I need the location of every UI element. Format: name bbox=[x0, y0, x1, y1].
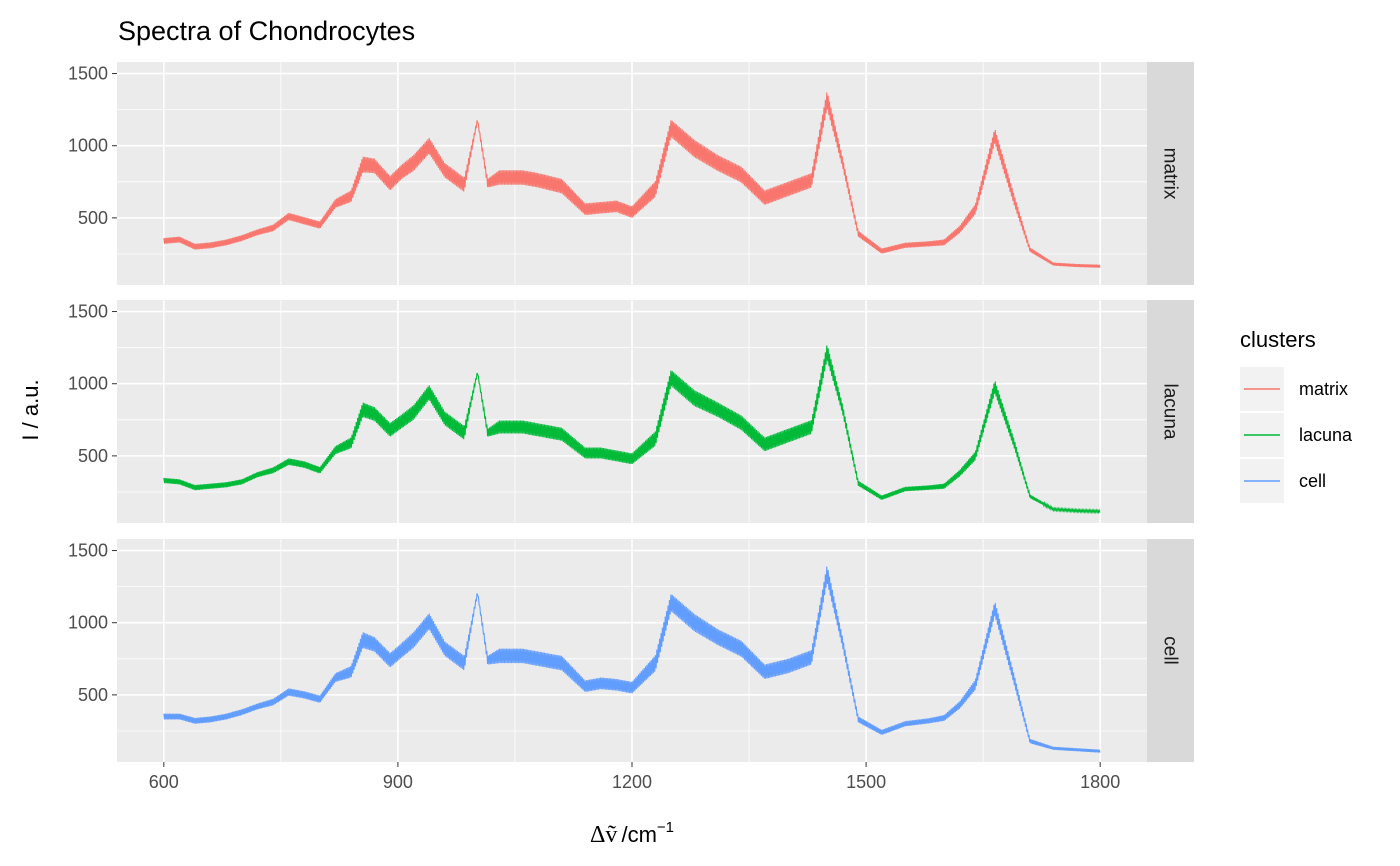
x-tick-label: 1500 bbox=[846, 772, 886, 792]
facet-strip-label: lacuna bbox=[1160, 384, 1181, 440]
facet-strip-label: cell bbox=[1160, 636, 1181, 665]
x-tick-label: 900 bbox=[383, 772, 413, 792]
x-axis-title-unit: cm bbox=[628, 822, 657, 847]
x-tick-label: 1800 bbox=[1080, 772, 1120, 792]
panel-lacuna: 500 1000 1500 lacuna bbox=[68, 300, 1194, 523]
y-tick-label: 1500 bbox=[68, 64, 108, 84]
y-tick-label: 1500 bbox=[68, 541, 108, 561]
series-line-lacuna bbox=[163, 345, 1101, 515]
x-axis-title: Δṽ/cm−1 bbox=[590, 819, 674, 848]
facet-panels: 500 1000 1500 matrix 500 1000 1500 lacuna 500 100… bbox=[68, 62, 1194, 762]
x-tick-label: 1200 bbox=[612, 772, 652, 792]
x-axis-title-slash: / bbox=[621, 822, 628, 847]
x-tick-label: 600 bbox=[149, 772, 179, 792]
chart-title: Spectra of Chondrocytes bbox=[118, 16, 415, 46]
panel-matrix: 500 1000 1500 matrix bbox=[68, 62, 1194, 285]
legend-item-matrix: matrix bbox=[1240, 367, 1348, 411]
legend-label: matrix bbox=[1299, 379, 1348, 399]
legend: clusters matrix lacuna cell bbox=[1240, 327, 1353, 503]
y-tick-label: 1000 bbox=[68, 136, 108, 156]
legend-item-lacuna: lacuna bbox=[1240, 413, 1353, 457]
x-axis-title-exponent: −1 bbox=[657, 819, 674, 836]
facet-strip bbox=[1147, 300, 1194, 523]
facet-strip bbox=[1147, 539, 1194, 762]
legend-item-cell: cell bbox=[1240, 459, 1326, 503]
legend-title: clusters bbox=[1240, 327, 1316, 352]
facet-strip bbox=[1147, 62, 1194, 285]
series-line-matrix bbox=[163, 92, 1101, 268]
facet-strip-label: matrix bbox=[1160, 148, 1181, 200]
legend-label: lacuna bbox=[1299, 425, 1353, 445]
y-tick-label: 500 bbox=[78, 446, 108, 466]
x-axis-title-symbol: Δṽ bbox=[590, 822, 617, 848]
y-tick-label: 500 bbox=[78, 208, 108, 228]
y-tick-label: 1000 bbox=[68, 613, 108, 633]
y-tick-label: 1500 bbox=[68, 302, 108, 322]
series-line-cell bbox=[163, 566, 1101, 753]
legend-label: cell bbox=[1299, 471, 1326, 491]
y-tick-label: 500 bbox=[78, 685, 108, 705]
y-tick-label: 1000 bbox=[68, 374, 108, 394]
y-axis-title: I / a.u. bbox=[18, 379, 43, 440]
x-axis: 600 900 1200 1500 1800 bbox=[149, 762, 1120, 792]
panel-cell: 500 1000 1500 cell bbox=[68, 539, 1194, 762]
